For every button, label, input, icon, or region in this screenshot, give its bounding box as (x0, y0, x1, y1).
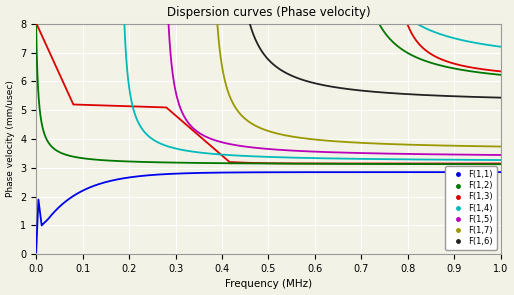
F(1,5) (335, 151, 341, 154)
F(1,3) (118, 104, 124, 108)
F(1,4) (211, 152, 217, 156)
F(1,2) (312, 162, 318, 165)
F(1,5) (211, 138, 217, 142)
F(1,6) (415, 93, 421, 96)
F(1,6) (498, 96, 504, 99)
F(1,6) (380, 91, 386, 94)
F(1,3) (415, 162, 421, 165)
F(1,7) (415, 143, 421, 147)
F(1,2) (498, 163, 504, 166)
F(1,7) (498, 145, 504, 148)
F(1,5) (415, 152, 421, 156)
F(1,3) (33, 22, 39, 26)
Line: F(1,4): F(1,4) (124, 24, 501, 160)
Line: F(1,1): F(1,1) (36, 172, 501, 252)
F(1,1) (118, 177, 124, 181)
F(1,2) (335, 162, 341, 165)
F(1,3) (335, 162, 341, 165)
F(1,1) (498, 170, 504, 174)
Line: F(1,2): F(1,2) (36, 27, 501, 164)
F(1,3) (380, 162, 386, 165)
F(1,5) (380, 152, 386, 155)
F(1,1) (380, 171, 386, 174)
F(1,6) (312, 81, 318, 85)
F(1,1) (33, 250, 39, 254)
F(1,3) (211, 147, 217, 150)
F(1,1) (415, 170, 421, 174)
F(1,2) (380, 162, 386, 166)
F(1,1) (335, 171, 341, 174)
F(1,2) (415, 162, 421, 166)
F(1,1) (211, 171, 217, 174)
F(1,4) (415, 158, 421, 161)
F(1,7) (380, 142, 386, 145)
F(1,4) (312, 156, 318, 160)
F(1,4) (380, 157, 386, 161)
F(1,7) (335, 140, 341, 143)
F(1,5) (312, 150, 318, 153)
F(1,3) (498, 162, 504, 165)
F(1,7) (312, 138, 318, 141)
F(1,1) (312, 171, 318, 174)
Line: F(1,7): F(1,7) (217, 24, 501, 147)
Line: F(1,5): F(1,5) (169, 24, 501, 155)
Legend: F(1,1), F(1,2), F(1,3), F(1,4), F(1,5), F(1,7), F(1,6): F(1,1), F(1,2), F(1,3), F(1,4), F(1,5), … (445, 166, 497, 250)
F(1,6) (335, 86, 341, 89)
F(1,4) (498, 158, 504, 162)
Title: Dispersion curves (Phase velocity): Dispersion curves (Phase velocity) (167, 6, 370, 19)
F(1,3) (312, 162, 318, 165)
F(1,2) (118, 159, 124, 163)
X-axis label: Frequency (MHz): Frequency (MHz) (225, 279, 312, 289)
F(1,2) (211, 161, 217, 165)
Line: F(1,6): F(1,6) (250, 24, 501, 98)
F(1,4) (335, 157, 341, 160)
Y-axis label: Phase velocity (mm/usec): Phase velocity (mm/usec) (6, 81, 14, 197)
F(1,2) (33, 25, 39, 28)
Line: F(1,3): F(1,3) (36, 24, 501, 163)
F(1,5) (498, 153, 504, 157)
